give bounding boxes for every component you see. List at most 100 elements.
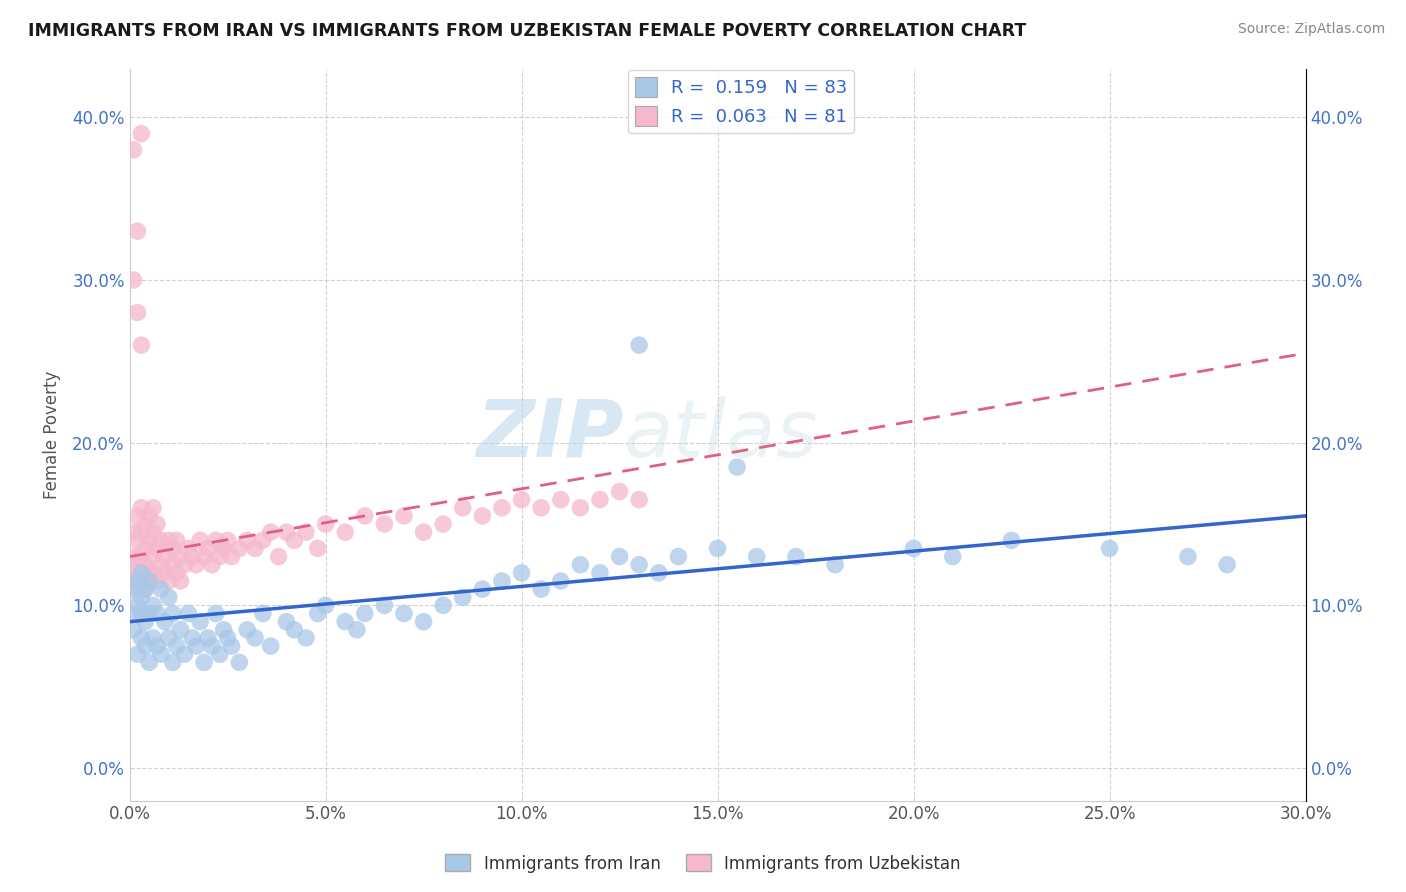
- Point: [122, 273, 145, 287]
- Legend: R =  0.159   N = 83, R =  0.063   N = 81: R = 0.159 N = 83, R = 0.063 N = 81: [627, 70, 855, 134]
- Point: [260, 525, 283, 540]
- Point: [589, 492, 612, 507]
- Point: [138, 574, 160, 588]
- Point: [201, 639, 224, 653]
- Point: [471, 508, 494, 523]
- Point: [131, 631, 153, 645]
- Point: [149, 558, 172, 572]
- Point: [243, 541, 266, 556]
- Point: [169, 574, 191, 588]
- Point: [569, 500, 592, 515]
- Point: [162, 607, 184, 621]
- Point: [131, 566, 153, 580]
- Point: [725, 460, 748, 475]
- Point: [134, 582, 156, 596]
- Point: [127, 305, 149, 319]
- Point: [149, 533, 172, 548]
- Point: [471, 582, 494, 596]
- Point: [127, 508, 149, 523]
- Point: [1098, 541, 1121, 556]
- Point: [142, 599, 165, 613]
- Point: [127, 533, 149, 548]
- Point: [346, 623, 368, 637]
- Point: [173, 558, 195, 572]
- Point: [307, 541, 329, 556]
- Point: [648, 566, 671, 580]
- Point: [589, 566, 612, 580]
- Point: [166, 639, 188, 653]
- Point: [451, 591, 474, 605]
- Point: [146, 516, 169, 531]
- Point: [131, 566, 153, 580]
- Point: [122, 525, 145, 540]
- Point: [212, 623, 235, 637]
- Point: [127, 647, 149, 661]
- Point: [392, 508, 415, 523]
- Point: [785, 549, 807, 564]
- Point: [146, 574, 169, 588]
- Point: [491, 500, 513, 515]
- Point: [628, 338, 651, 352]
- Point: [122, 623, 145, 637]
- Point: [181, 549, 204, 564]
- Point: [283, 533, 305, 548]
- Point: [491, 574, 513, 588]
- Point: [276, 525, 298, 540]
- Point: [208, 549, 231, 564]
- Point: [221, 639, 243, 653]
- Point: [157, 574, 180, 588]
- Point: [628, 558, 651, 572]
- Text: ZIP: ZIP: [477, 395, 623, 474]
- Point: [550, 492, 572, 507]
- Point: [131, 607, 153, 621]
- Point: [550, 574, 572, 588]
- Point: [169, 623, 191, 637]
- Point: [315, 599, 337, 613]
- Point: [127, 582, 149, 596]
- Point: [510, 492, 533, 507]
- Y-axis label: Female Poverty: Female Poverty: [44, 370, 60, 499]
- Point: [205, 533, 228, 548]
- Legend: Immigrants from Iran, Immigrants from Uzbekistan: Immigrants from Iran, Immigrants from Uz…: [439, 847, 967, 880]
- Point: [134, 516, 156, 531]
- Point: [142, 566, 165, 580]
- Point: [131, 591, 153, 605]
- Point: [162, 558, 184, 572]
- Point: [162, 656, 184, 670]
- Point: [153, 566, 176, 580]
- Point: [252, 607, 274, 621]
- Point: [127, 224, 149, 238]
- Point: [173, 647, 195, 661]
- Point: [153, 615, 176, 629]
- Point: [131, 549, 153, 564]
- Point: [153, 549, 176, 564]
- Point: [451, 500, 474, 515]
- Point: [149, 582, 172, 596]
- Point: [142, 500, 165, 515]
- Point: [353, 607, 375, 621]
- Point: [193, 656, 215, 670]
- Point: [824, 558, 846, 572]
- Point: [283, 623, 305, 637]
- Point: [666, 549, 689, 564]
- Point: [335, 525, 357, 540]
- Point: [295, 631, 318, 645]
- Point: [373, 516, 395, 531]
- Point: [188, 615, 211, 629]
- Point: [193, 549, 215, 564]
- Point: [122, 143, 145, 157]
- Point: [228, 541, 250, 556]
- Point: [432, 516, 454, 531]
- Point: [131, 127, 153, 141]
- Point: [942, 549, 965, 564]
- Point: [412, 525, 434, 540]
- Point: [134, 639, 156, 653]
- Point: [530, 500, 553, 515]
- Point: [295, 525, 318, 540]
- Point: [208, 647, 231, 661]
- Point: [157, 533, 180, 548]
- Point: [134, 541, 156, 556]
- Text: atlas: atlas: [623, 395, 818, 474]
- Point: [138, 533, 160, 548]
- Point: [412, 615, 434, 629]
